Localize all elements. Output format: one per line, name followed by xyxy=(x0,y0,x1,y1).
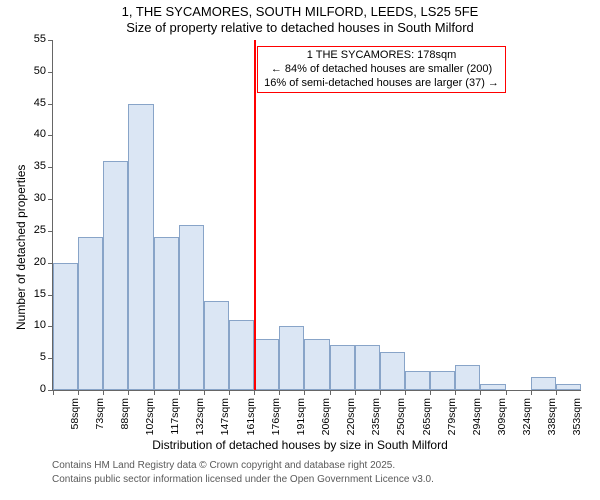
footer-line2: Contains public sector information licen… xyxy=(52,474,434,487)
chart-title-line1: 1, THE SYCAMORES, SOUTH MILFORD, LEEDS, … xyxy=(0,4,600,20)
y-tick-label: 20 xyxy=(18,256,46,268)
annotation-line: 1 THE SYCAMORES: 178sqm xyxy=(264,49,499,63)
y-tick-label: 55 xyxy=(18,33,46,45)
histogram-bar xyxy=(556,384,581,390)
y-tick-label: 25 xyxy=(18,224,46,236)
x-tick xyxy=(355,390,356,395)
x-tick xyxy=(154,390,155,395)
annotation-box: 1 THE SYCAMORES: 178sqm← 84% of detached… xyxy=(257,46,506,93)
x-tick xyxy=(78,390,79,395)
x-tick xyxy=(103,390,104,395)
x-tick xyxy=(53,390,54,395)
histogram-bar xyxy=(304,339,329,390)
y-tick-label: 10 xyxy=(18,319,46,331)
histogram-bar xyxy=(430,371,455,390)
histogram-bar xyxy=(179,225,204,390)
y-tick xyxy=(48,72,53,73)
histogram-bar xyxy=(330,345,355,390)
x-tick xyxy=(229,390,230,395)
histogram-bar xyxy=(254,339,279,390)
x-axis-label: Distribution of detached houses by size … xyxy=(0,438,600,452)
y-tick-label: 5 xyxy=(18,351,46,363)
histogram-bar xyxy=(154,237,179,390)
annotation-line: 16% of semi-detached houses are larger (… xyxy=(264,77,499,91)
histogram-bar xyxy=(128,104,153,390)
y-tick-label: 35 xyxy=(18,160,46,172)
y-tick-label: 45 xyxy=(18,97,46,109)
histogram-bar xyxy=(380,352,405,390)
y-tick-label: 15 xyxy=(18,288,46,300)
property-size-histogram: 1, THE SYCAMORES, SOUTH MILFORD, LEEDS, … xyxy=(0,0,600,500)
y-tick xyxy=(48,40,53,41)
y-tick xyxy=(48,104,53,105)
histogram-bar xyxy=(455,365,480,390)
x-tick xyxy=(480,390,481,395)
y-tick-label: 50 xyxy=(18,65,46,77)
x-tick xyxy=(128,390,129,395)
y-tick xyxy=(48,167,53,168)
y-axis-label: Number of detached properties xyxy=(14,165,28,330)
x-tick xyxy=(531,390,532,395)
y-tick-label: 30 xyxy=(18,192,46,204)
histogram-bar xyxy=(531,377,556,390)
x-tick xyxy=(279,390,280,395)
x-tick xyxy=(304,390,305,395)
property-marker-line xyxy=(254,40,256,390)
x-tick xyxy=(179,390,180,395)
x-tick xyxy=(330,390,331,395)
chart-title-line2: Size of property relative to detached ho… xyxy=(0,20,600,36)
histogram-bar xyxy=(279,326,304,390)
x-tick xyxy=(430,390,431,395)
x-tick xyxy=(556,390,557,395)
x-tick xyxy=(204,390,205,395)
x-tick xyxy=(380,390,381,395)
histogram-bar xyxy=(103,161,128,390)
y-tick-label: 0 xyxy=(18,383,46,395)
histogram-bar xyxy=(355,345,380,390)
y-tick xyxy=(48,135,53,136)
histogram-bar xyxy=(229,320,254,390)
x-tick xyxy=(455,390,456,395)
annotation-line: ← 84% of detached houses are smaller (20… xyxy=(264,63,499,77)
y-tick xyxy=(48,231,53,232)
histogram-bar xyxy=(53,263,78,390)
y-tick xyxy=(48,199,53,200)
footer-line1: Contains HM Land Registry data © Crown c… xyxy=(52,460,395,473)
y-tick-label: 40 xyxy=(18,128,46,140)
histogram-bar xyxy=(204,301,229,390)
x-tick xyxy=(254,390,255,395)
histogram-bar xyxy=(405,371,430,390)
x-tick xyxy=(405,390,406,395)
histogram-bar xyxy=(480,384,505,390)
histogram-bar xyxy=(78,237,103,390)
x-tick xyxy=(506,390,507,395)
